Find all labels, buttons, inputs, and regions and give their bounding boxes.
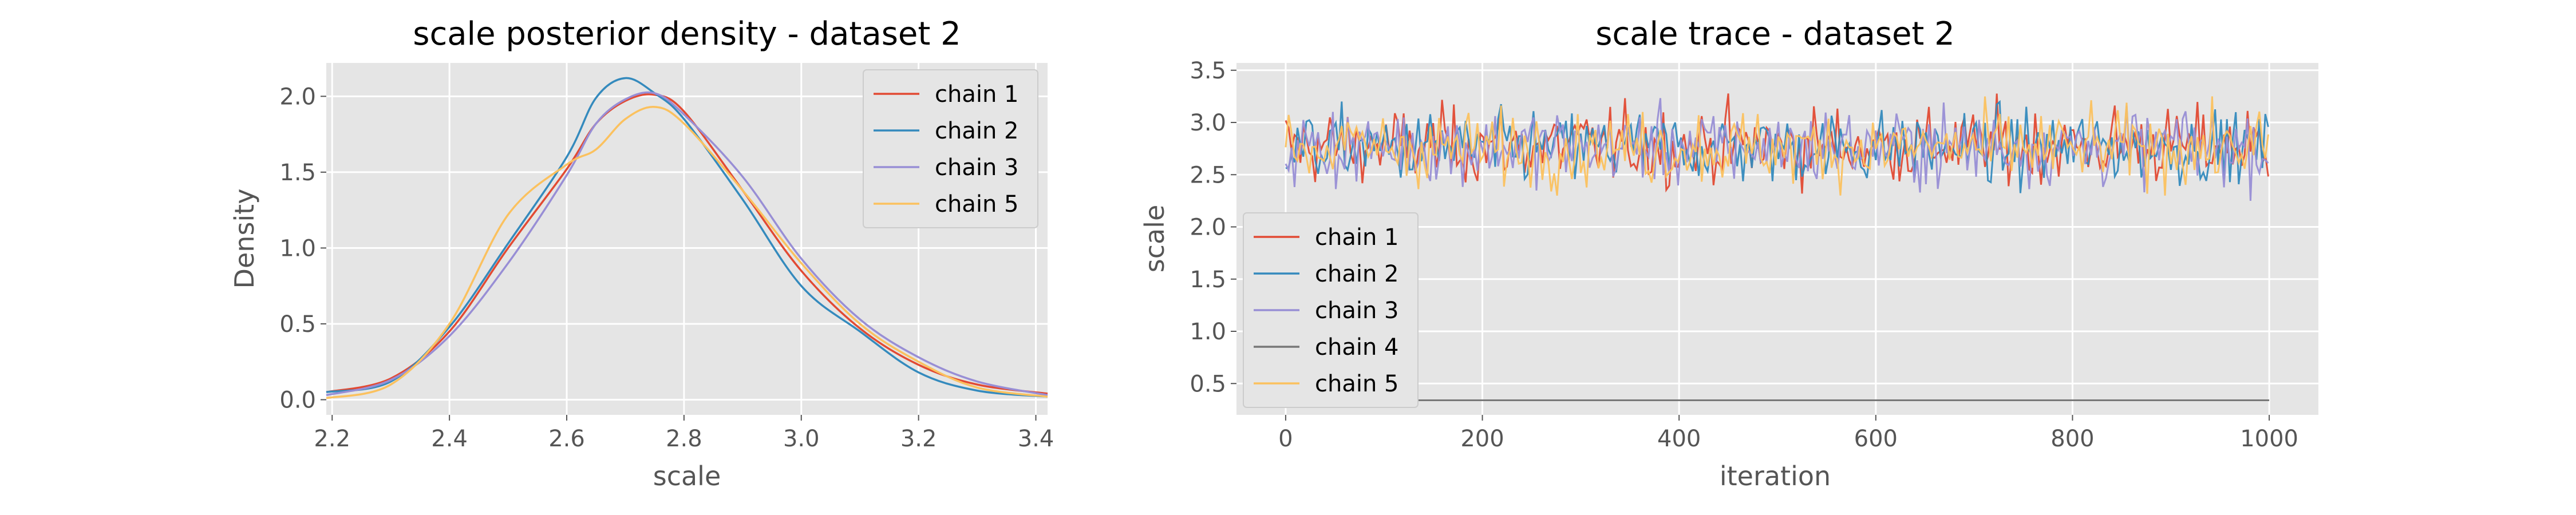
trace-tick-labels: 0 200 400 600 800 1000 0.5 1.0 1.5 2.0 2.5 3.0 3.5: [1190, 58, 2298, 452]
density-chart-title: scale posterior density - dataset 2: [413, 15, 961, 53]
trace-legend-label-chain-3: chain 3: [1315, 298, 1398, 324]
trace-y-tick-label: 0.5: [1190, 371, 1226, 397]
density-x-tick-label: 3.0: [783, 426, 820, 452]
density-legend: chain 1 chain 2 chain 3 chain 5: [863, 69, 1038, 228]
density-line-chain-2: [326, 77, 1048, 398]
trace-y-tick-label: 1.5: [1190, 267, 1226, 293]
density-x-tick-label: 3.4: [1018, 426, 1054, 452]
density-tick-labels: 2.2 2.4 2.6 2.8 3.0 3.2 3.4 0.0 0.5 1.0 1.5 2.0: [279, 84, 1054, 452]
trace-y-tick-label: 2.0: [1190, 215, 1226, 241]
density-series-lines: [326, 77, 1048, 399]
density-y-tick-label: 1.5: [279, 160, 316, 186]
trace-y-tick-label: 3.5: [1190, 58, 1226, 84]
density-x-tick-label: 2.6: [548, 426, 585, 452]
trace-x-tick-label: 600: [1854, 426, 1898, 452]
trace-y-tick-label: 2.5: [1190, 162, 1226, 188]
density-x-tick-label: 2.8: [666, 426, 702, 452]
trace-legend: chain 1 chain 2 chain 3 chain 4 chain 5: [1243, 212, 1419, 408]
density-line-chain-5: [326, 106, 1048, 399]
trace-y-tick-label: 3.0: [1190, 110, 1226, 136]
trace-x-tick-label: 0: [1278, 426, 1293, 452]
density-y-tick-label: 0.0: [279, 387, 316, 413]
trace-legend-label-chain-5: chain 5: [1315, 371, 1398, 397]
density-panel: scale posterior density - dataset 2 2.2 2…: [229, 15, 1054, 492]
trace-x-tick-label: 400: [1657, 426, 1701, 452]
density-legend-label-chain-5: chain 5: [935, 191, 1018, 217]
trace-legend-label-chain-1: chain 1: [1315, 224, 1398, 251]
density-x-axis-label: scale: [653, 461, 721, 492]
trace-x-axis-label: iteration: [1720, 461, 1831, 492]
trace-chart-title: scale trace - dataset 2: [1595, 15, 1955, 53]
density-y-tick-label: 2.0: [279, 84, 316, 110]
trace-legend-box: [1243, 212, 1419, 408]
density-gridlines: [326, 63, 1048, 415]
trace-x-tick-label: 800: [2050, 426, 2094, 452]
density-line-chain-3: [326, 91, 1048, 397]
trace-y-axis-label: scale: [1139, 205, 1170, 273]
trace-legend-label-chain-4: chain 4: [1315, 334, 1398, 360]
density-legend-label-chain-3: chain 3: [935, 154, 1018, 181]
density-x-tick-label: 2.4: [431, 426, 468, 452]
trace-series-lines: [1285, 93, 2270, 401]
density-legend-label-chain-1: chain 1: [935, 81, 1018, 108]
trace-y-tick-label: 1.0: [1190, 319, 1226, 345]
trace-line-chain-5: [1285, 96, 2269, 196]
trace-legend-label-chain-2: chain 2: [1315, 261, 1398, 287]
trace-x-tick-label: 1000: [2240, 426, 2298, 452]
density-y-tick-label: 1.0: [279, 235, 316, 262]
density-legend-label-chain-2: chain 2: [935, 118, 1018, 144]
trace-panel: scale trace - dataset 2 0 200 400 600 800 100…: [1139, 15, 2318, 492]
density-legend-box: [863, 69, 1038, 228]
density-x-tick-label: 3.2: [900, 426, 937, 452]
trace-x-tick-label: 200: [1460, 426, 1504, 452]
density-y-axis-label: Density: [229, 189, 260, 289]
density-y-tick-label: 0.5: [279, 311, 316, 338]
density-x-tick-label: 2.2: [314, 426, 350, 452]
